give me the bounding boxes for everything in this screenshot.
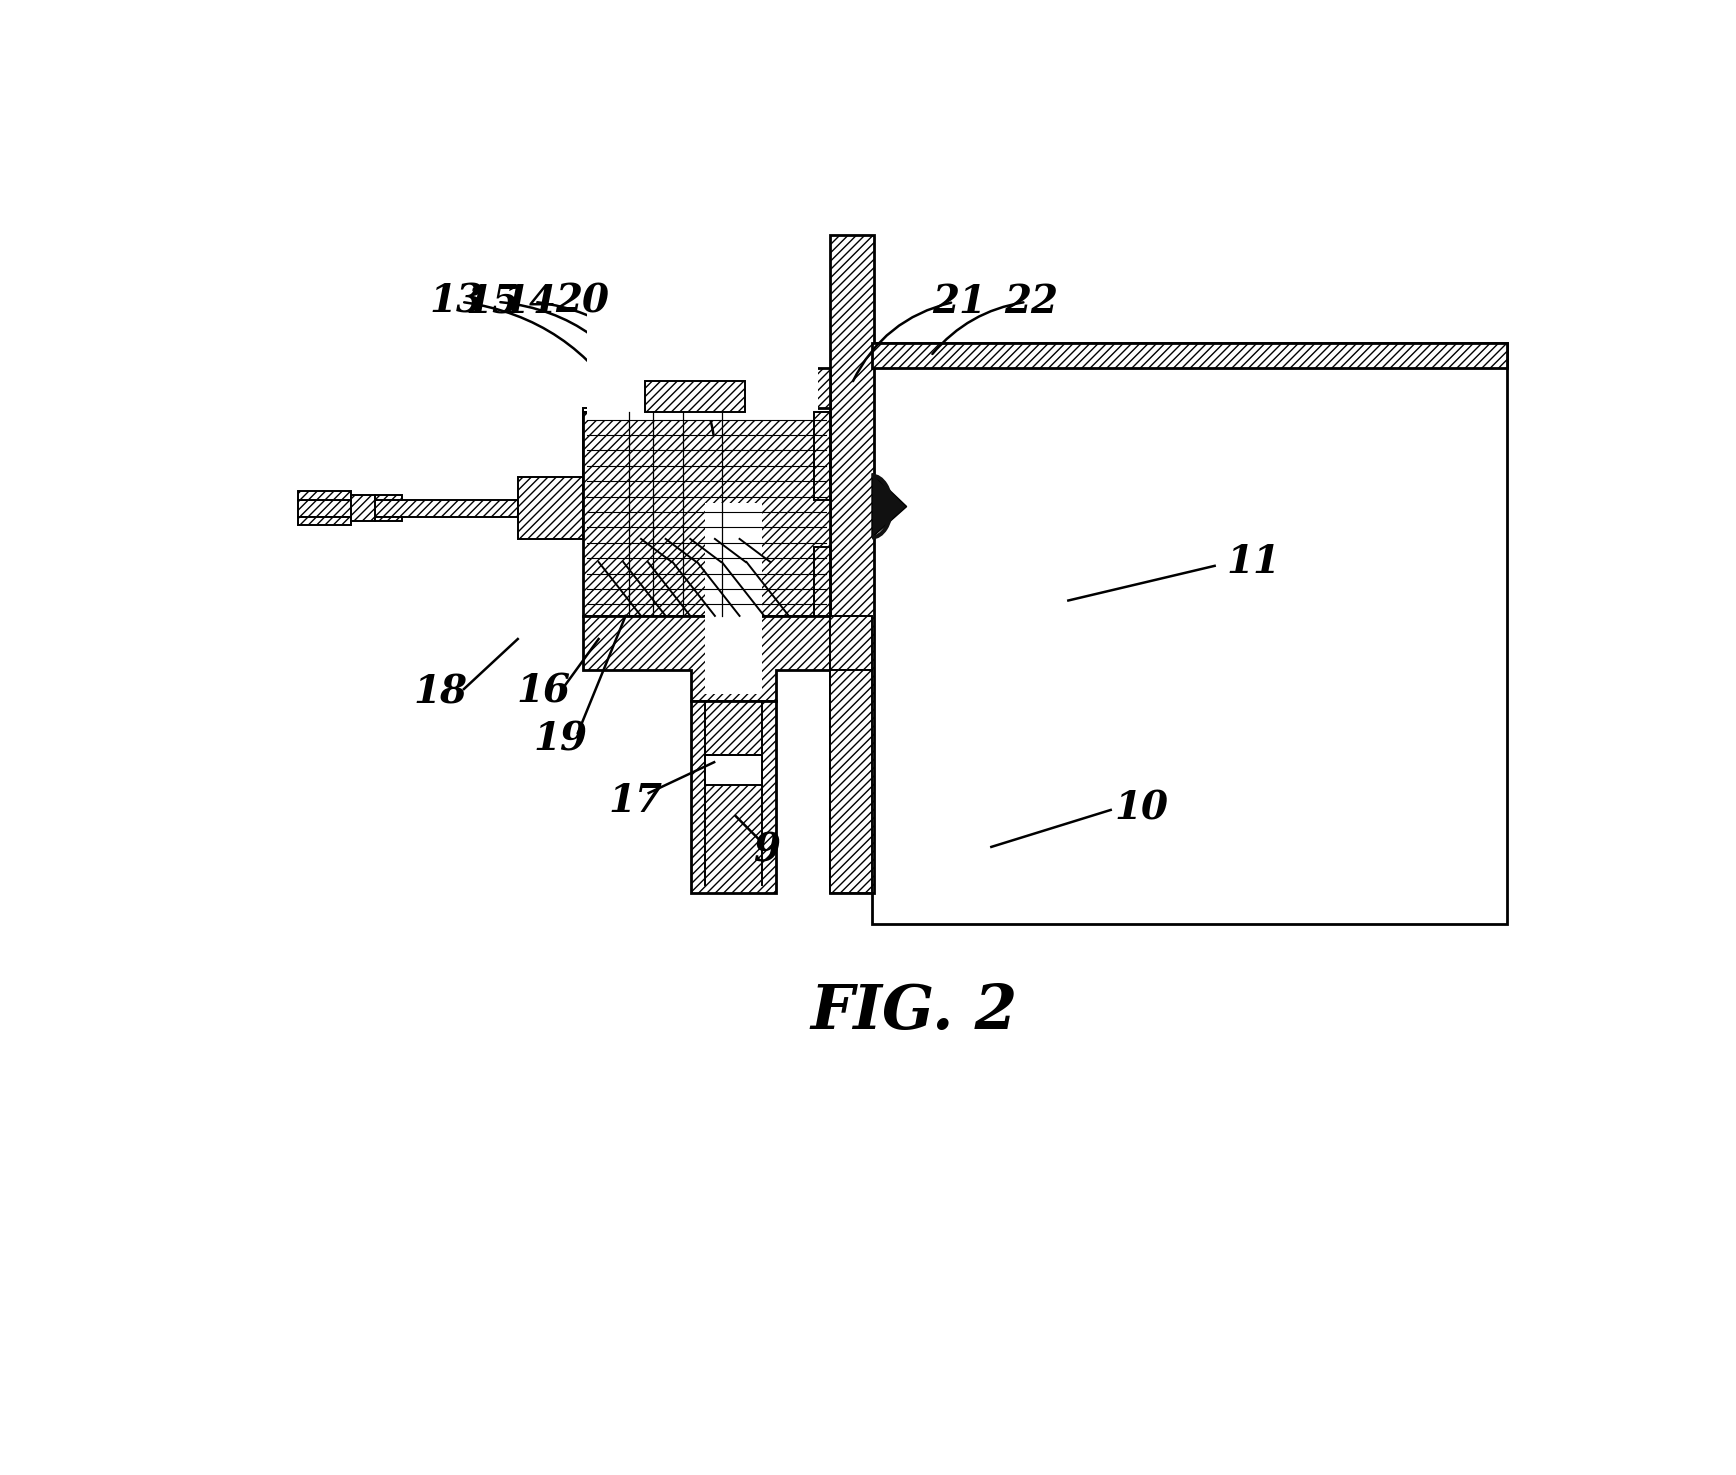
Polygon shape bbox=[517, 381, 814, 538]
Bar bbox=[814, 547, 830, 617]
Text: 18: 18 bbox=[413, 674, 467, 712]
Bar bbox=[705, 755, 762, 785]
Polygon shape bbox=[375, 516, 403, 521]
Polygon shape bbox=[375, 496, 403, 500]
Bar bbox=[871, 342, 1507, 367]
Text: 10: 10 bbox=[1115, 789, 1168, 827]
Text: 21: 21 bbox=[932, 283, 986, 320]
Text: 13: 13 bbox=[429, 283, 483, 320]
Bar bbox=[830, 617, 871, 670]
Polygon shape bbox=[299, 500, 517, 516]
Bar bbox=[587, 232, 818, 419]
Text: 15: 15 bbox=[465, 283, 519, 320]
Text: 11: 11 bbox=[1226, 543, 1279, 581]
Polygon shape bbox=[871, 473, 906, 537]
Polygon shape bbox=[299, 491, 351, 500]
Bar bbox=[830, 235, 875, 892]
Polygon shape bbox=[644, 381, 745, 412]
Polygon shape bbox=[583, 412, 830, 617]
Polygon shape bbox=[351, 496, 375, 521]
Text: 9: 9 bbox=[753, 832, 779, 870]
Text: 17: 17 bbox=[609, 782, 663, 820]
Text: 19: 19 bbox=[533, 720, 587, 758]
Text: 22: 22 bbox=[1005, 283, 1059, 320]
Text: 16: 16 bbox=[516, 673, 569, 711]
Bar bbox=[814, 412, 830, 500]
Text: FIG. 2: FIG. 2 bbox=[811, 982, 1017, 1043]
Polygon shape bbox=[299, 516, 351, 525]
Polygon shape bbox=[583, 617, 830, 701]
Text: 14: 14 bbox=[502, 283, 556, 320]
Bar bbox=[830, 670, 871, 892]
Polygon shape bbox=[691, 701, 776, 892]
Text: 20: 20 bbox=[556, 283, 609, 320]
Bar bbox=[814, 367, 830, 409]
Bar bbox=[705, 503, 762, 695]
Bar bbox=[871, 342, 1507, 923]
